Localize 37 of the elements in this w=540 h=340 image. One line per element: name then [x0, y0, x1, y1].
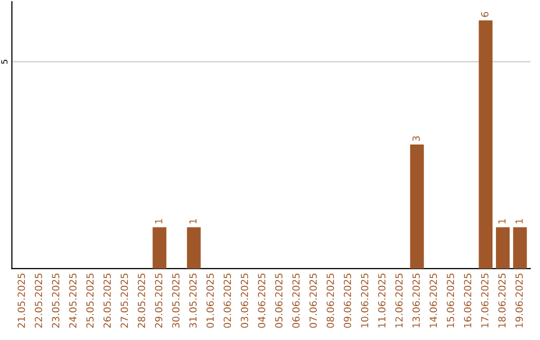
x-tick-label: 22.05.2025 [34, 274, 42, 328]
data-label: 1 [498, 219, 506, 224]
x-tick-label: 03.06.2025 [240, 274, 248, 328]
x-tick-label: 16.06.2025 [464, 274, 472, 328]
data-label: 1 [155, 219, 162, 224]
x-tick-label: 14.06.2025 [430, 274, 437, 328]
x-tick-label: 24.05.2025 [69, 274, 76, 328]
x-tick-label: 28.05.2025 [138, 274, 146, 328]
x-tick-label: 10.06.2025 [360, 274, 368, 328]
x-tick-label: 31.05.2025 [189, 274, 197, 328]
x-tick-label: 30.05.2025 [172, 274, 180, 328]
x-tick-label: 26.05.2025 [103, 274, 111, 328]
x-tick-label: 02.06.2025 [224, 274, 231, 328]
x-tick-label: 27.05.2025 [120, 274, 128, 328]
x-tick-label: 21.05.2025 [18, 274, 25, 328]
x-tick-label: 13.06.2025 [412, 274, 420, 328]
x-tick-label: 06.06.2025 [292, 274, 300, 328]
x-tick-label: 08.06.2025 [326, 274, 334, 328]
x-tick-label: 05.06.2025 [275, 274, 282, 328]
y-tick-label: 5 [1, 60, 8, 64]
x-tick-label: 25.05.2025 [86, 274, 94, 328]
x-tick-label: 04.06.2025 [258, 274, 266, 328]
x-tick-label: 12.06.2025 [395, 274, 403, 328]
x-tick-label: 01.06.2025 [206, 274, 214, 328]
x-tick-label: 23.05.2025 [52, 274, 60, 328]
x-tick-label: 19.06.2025 [515, 274, 523, 328]
x-tick-label: 17.06.2025 [481, 274, 488, 328]
x-tick-label: 18.06.2025 [498, 274, 506, 328]
data-label: 1 [516, 219, 523, 224]
data-label: 6 [481, 12, 488, 17]
x-tick-label: 11.06.2025 [378, 274, 386, 328]
x-tick-label: 09.06.2025 [344, 274, 352, 328]
data-label: 3 [412, 136, 420, 141]
data-label: 1 [189, 219, 197, 224]
x-tick-label: 29.05.2025 [154, 274, 162, 328]
x-tick-label: 15.06.2025 [446, 274, 454, 328]
x-tick-label: 07.06.2025 [309, 274, 317, 328]
